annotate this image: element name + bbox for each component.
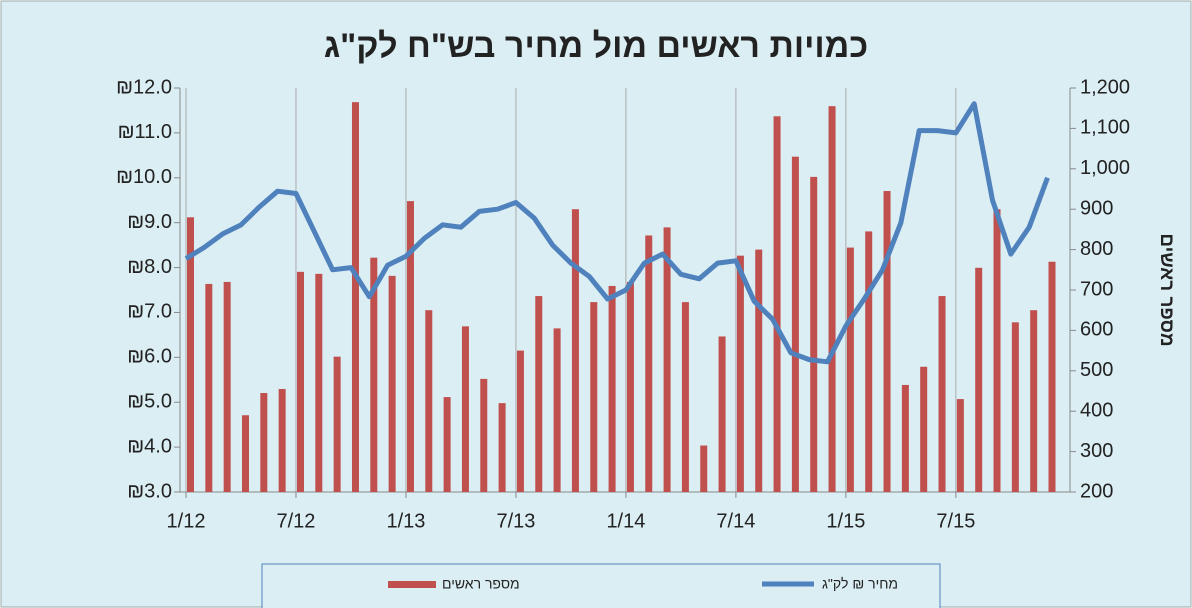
y-tick-label: ₪5.0 xyxy=(127,391,172,413)
y-tick-label: ₪11.0 xyxy=(118,121,172,143)
bar xyxy=(425,310,433,492)
y2-axis-label: מספר ראשים xyxy=(1156,233,1177,346)
chart-title: כמויות ראשים מול מחיר בש"ח לק"ג xyxy=(324,27,868,65)
x-tick-label: 1/13 xyxy=(386,510,425,532)
bar xyxy=(535,296,543,492)
bar xyxy=(773,116,781,492)
y-tick-label: ₪10.0 xyxy=(116,166,172,188)
y2-tick-label: 300 xyxy=(1080,440,1113,462)
y2-tick-label: 800 xyxy=(1080,238,1113,260)
bar xyxy=(791,156,799,492)
y2-tick-label: 500 xyxy=(1080,359,1113,381)
x-tick-label: 7/15 xyxy=(936,510,975,532)
bar xyxy=(370,257,378,492)
bar xyxy=(846,247,854,492)
y2-tick-label: 900 xyxy=(1080,197,1113,219)
bar xyxy=(883,191,891,492)
bar xyxy=(571,209,579,492)
y2-tick-label: 1,000 xyxy=(1080,157,1130,179)
x-tick-label: 1/15 xyxy=(826,510,865,532)
y-tick-label: ₪12.0 xyxy=(116,76,172,98)
bar xyxy=(241,415,249,492)
bar xyxy=(278,388,286,492)
bar xyxy=(681,302,689,492)
bar xyxy=(700,445,708,492)
bar xyxy=(406,201,414,492)
y-tick-label: ₪8.0 xyxy=(127,256,172,278)
bar xyxy=(498,403,506,492)
bar xyxy=(956,399,964,492)
y2-tick-label: 1,200 xyxy=(1080,76,1130,98)
bar xyxy=(187,217,194,492)
bar xyxy=(828,106,836,493)
bar xyxy=(975,267,983,492)
y2-tick-label: 200 xyxy=(1080,480,1113,502)
bar xyxy=(755,249,763,492)
bar xyxy=(993,209,1001,492)
bar xyxy=(388,275,396,492)
bar xyxy=(718,336,726,492)
y-tick-label: ₪7.0 xyxy=(127,301,172,323)
x-tick-label: 7/13 xyxy=(496,510,535,532)
bar xyxy=(480,378,488,492)
bar xyxy=(626,281,634,492)
bar xyxy=(351,102,359,492)
bar xyxy=(901,384,909,492)
bar xyxy=(865,231,873,493)
bar xyxy=(260,393,268,492)
bar xyxy=(315,273,323,492)
line-series xyxy=(184,101,1050,365)
legend-marker xyxy=(388,581,436,588)
bar xyxy=(1030,310,1038,492)
bar xyxy=(810,176,818,492)
y-tick-label: ₪9.0 xyxy=(127,211,172,233)
bar xyxy=(205,283,213,492)
y-tick-label: ₪6.0 xyxy=(127,346,172,368)
legend-label: מחיר ₪ לק"ג xyxy=(822,576,898,592)
bar xyxy=(608,285,616,492)
y-tick-label: ₪3.0 xyxy=(127,480,172,502)
x-tick-label: 7/12 xyxy=(277,510,316,532)
legend-label: מספר ראשים xyxy=(442,576,520,592)
y-tick-label: ₪4.0 xyxy=(127,435,172,457)
x-tick-label: 1/14 xyxy=(606,510,645,532)
bar xyxy=(938,296,946,492)
y2-tick-label: 400 xyxy=(1080,399,1113,421)
legend xyxy=(261,563,941,608)
bar xyxy=(920,366,928,492)
bar xyxy=(590,302,598,492)
bar xyxy=(296,271,304,492)
bar xyxy=(1011,322,1019,492)
y2-tick-label: 600 xyxy=(1080,319,1113,341)
bar xyxy=(461,326,469,492)
bar xyxy=(516,350,524,492)
bar xyxy=(663,227,671,492)
y2-tick-label: 1,100 xyxy=(1080,117,1130,139)
bar xyxy=(443,397,451,492)
bar xyxy=(1048,261,1056,492)
bar xyxy=(333,356,341,492)
bar xyxy=(223,281,231,492)
bar xyxy=(736,255,744,492)
x-tick-label: 1/12 xyxy=(167,510,206,532)
bar xyxy=(645,235,653,492)
x-tick-label: 7/14 xyxy=(716,510,755,532)
bar xyxy=(553,328,561,492)
y2-tick-label: 700 xyxy=(1080,278,1113,300)
